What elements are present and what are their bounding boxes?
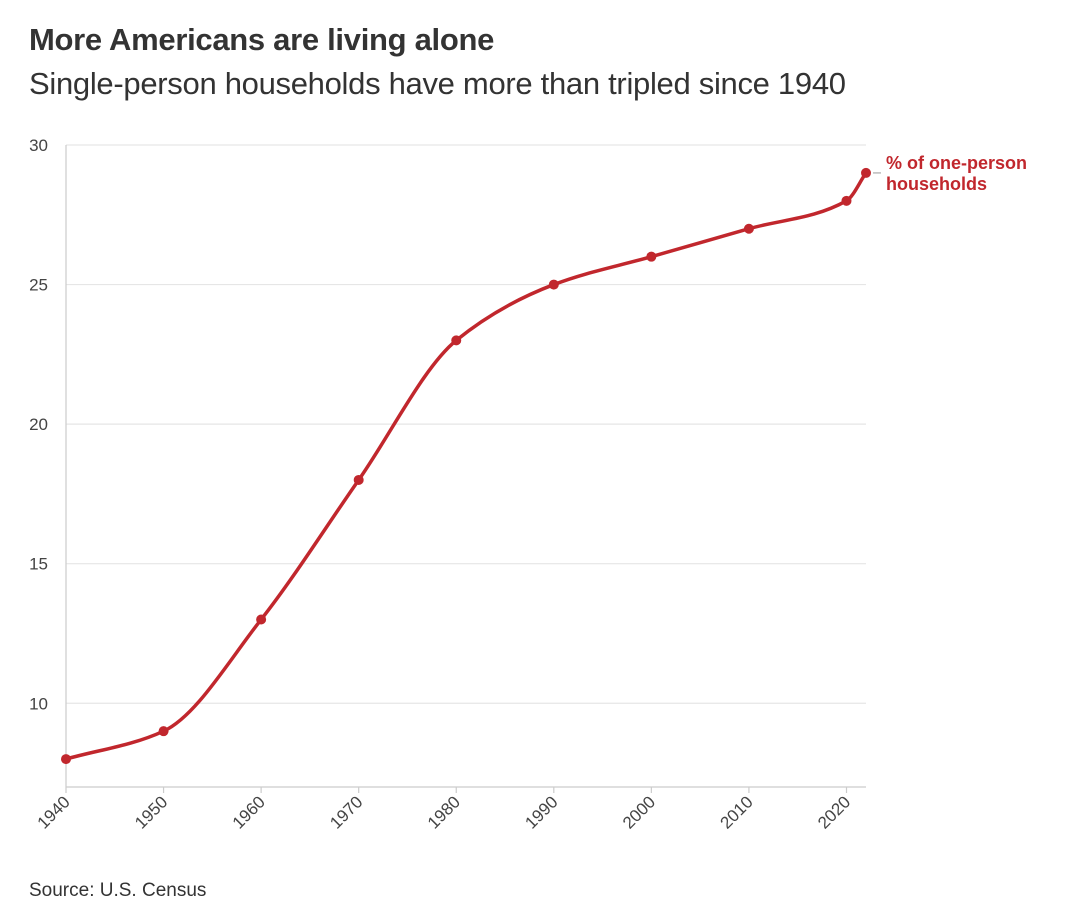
x-tick-label-1970: 1970 [326, 792, 366, 832]
series-labels: % of one-person households [873, 153, 1027, 194]
data-point-1960 [256, 614, 267, 625]
series-group [61, 167, 871, 765]
data-point-1980 [451, 335, 462, 346]
series-label-line-0: % of one-person [886, 153, 1027, 173]
data-point-1990 [548, 279, 559, 290]
x-tick-label-2010: 2010 [717, 792, 757, 832]
chart-subtitle: Single-person households have more than … [29, 66, 846, 101]
x-tick-label-2000: 2000 [619, 792, 659, 832]
series-line-0 [64, 171, 868, 761]
x-tick-label-1960: 1960 [229, 792, 269, 832]
x-tick-label-1990: 1990 [521, 792, 561, 832]
chart-source: Source: U.S. Census [29, 880, 207, 901]
y-tick-label-10: 10 [29, 694, 48, 713]
data-point-2000 [646, 251, 657, 262]
y-tick-label-25: 25 [29, 276, 48, 295]
y-tick-label-15: 15 [29, 555, 48, 574]
data-point-2010 [743, 223, 754, 234]
series-label: % of one-person households [886, 153, 1027, 194]
data-point-2022 [861, 167, 871, 178]
y-tick-label-30: 30 [29, 136, 48, 155]
y-tick-label-20: 20 [29, 415, 48, 434]
x-tick-label-1940: 1940 [34, 792, 74, 832]
data-point-2020 [841, 195, 852, 206]
data-point-1950 [158, 726, 169, 737]
series-label-line-1: households [886, 174, 987, 194]
x-tick-label-1950: 1950 [131, 792, 171, 832]
x-tick-label-1980: 1980 [424, 792, 464, 832]
chart-title: More Americans are living alone [29, 22, 495, 57]
data-point-1970 [353, 474, 364, 485]
data-point-1940 [61, 754, 71, 765]
axes: 10 15 20 25 30 1940 1950 1960 1970 1980 1990 2000 20… [29, 136, 866, 833]
x-tick-label-2020: 2020 [814, 792, 854, 832]
